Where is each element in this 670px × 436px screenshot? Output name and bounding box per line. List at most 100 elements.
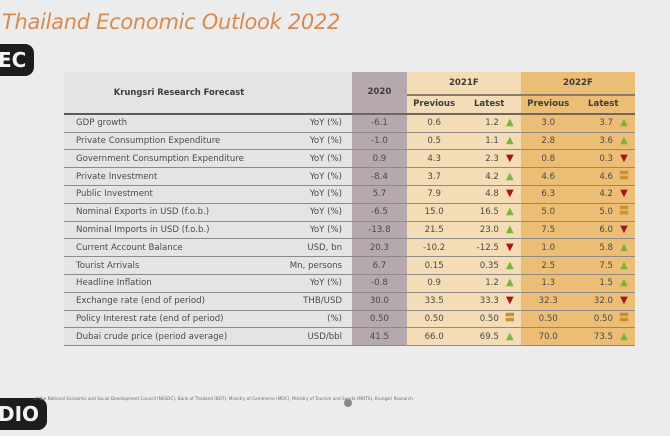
value-2021-previous: 7.9 xyxy=(406,185,462,204)
value-2021-latest: 1.1 xyxy=(485,135,499,146)
value-2021-previous: 0.5 xyxy=(406,132,462,151)
value-2022-latest-cell: 6.0 ▼ xyxy=(575,221,635,240)
value-2021-previous: 4.3 xyxy=(406,149,462,169)
value-2020: -0.8 xyxy=(352,274,407,293)
table-row: Nominal Exports in USD (f.o.b.) YoY (%) -6… xyxy=(64,203,635,222)
value-2022-latest-cell: 0.3 ▼ xyxy=(575,149,635,169)
table-row: Exchange rate (end of period) THB/USD 30.0… xyxy=(64,292,635,311)
value-2022-latest-cell: 1.5 ▲ xyxy=(575,274,635,293)
value-2022-latest-cell: 5.8 ▲ xyxy=(575,238,635,258)
value-2022-latest: 32.0 xyxy=(593,296,613,307)
row-unit: YoY (%) xyxy=(283,132,353,151)
row-label: Headline Inflation xyxy=(64,274,284,293)
header-2021-latest: Latest xyxy=(461,95,521,115)
value-2022-latest-cell: 0.50 〓 xyxy=(575,310,635,329)
header-2022f: 2022F xyxy=(520,72,635,96)
value-2021-latest-cell: 4.2 ▲ xyxy=(461,167,521,186)
value-2021-latest: 1.2 xyxy=(485,278,499,289)
value-2021-latest-cell: 69.5 ▲ xyxy=(461,327,521,347)
arrow-up-icon: ▲ xyxy=(620,241,628,253)
arrow-up-icon: ▲ xyxy=(506,223,514,235)
row-label: Tourist Arrivals xyxy=(64,256,284,275)
value-2021-latest: 16.5 xyxy=(479,207,499,218)
value-2022-latest: 4.2 xyxy=(599,189,613,200)
value-2021-latest-cell: 1.2 ▲ xyxy=(461,113,521,133)
header-2022-latest: Latest xyxy=(575,95,635,115)
row-unit: YoY (%) xyxy=(283,149,353,169)
value-2022-latest: 3.7 xyxy=(599,118,613,129)
value-2020: -13.8 xyxy=(352,221,407,240)
value-2022-previous: 5.0 xyxy=(520,203,576,222)
value-2020: 0.50 xyxy=(352,310,407,329)
value-2021-latest: 4.8 xyxy=(485,189,499,200)
value-2021-latest-cell: 23.0 ▲ xyxy=(461,221,521,240)
value-2022-latest-cell: 7.5 ▲ xyxy=(575,256,635,275)
arrow-up-icon: ▲ xyxy=(620,117,628,129)
value-2022-latest-cell: 5.0 〓 xyxy=(575,203,635,222)
value-2021-latest: 33.3 xyxy=(479,296,499,307)
value-2022-latest-cell: 3.7 ▲ xyxy=(575,113,635,133)
value-2022-latest: 3.6 xyxy=(599,135,613,146)
header-2021-previous: Previous xyxy=(406,95,462,115)
row-label: Nominal Imports in USD (f.o.b.) xyxy=(64,221,284,240)
value-2020: -6.1 xyxy=(352,113,407,133)
header-title-cell: Krungsri Research Forecast xyxy=(64,72,353,115)
value-2021-previous: 0.50 xyxy=(406,310,462,329)
value-2020: -8.4 xyxy=(352,167,407,186)
unchanged-icon: 〓 xyxy=(619,170,629,182)
arrow-up-icon: ▲ xyxy=(506,117,514,129)
table-row: Nominal Imports in USD (f.o.b.) YoY (%) -1… xyxy=(64,221,635,240)
arrow-down-icon: ▼ xyxy=(506,188,514,200)
value-2021-previous: 0.9 xyxy=(406,274,462,293)
value-2022-latest: 5.8 xyxy=(599,242,613,253)
value-2020: 5.7 xyxy=(352,185,407,204)
value-2021-previous: 3.7 xyxy=(406,167,462,186)
value-2021-previous: 0.6 xyxy=(406,113,462,133)
row-label: Exchange rate (end of period) xyxy=(64,292,284,311)
row-unit: YoY (%) xyxy=(283,203,353,222)
value-2021-previous: 66.0 xyxy=(406,327,462,347)
value-2021-latest-cell: 4.8 ▼ xyxy=(461,185,521,204)
value-2020: -1.0 xyxy=(352,132,407,151)
value-2020: 0.9 xyxy=(352,149,407,169)
arrow-down-icon: ▼ xyxy=(620,152,628,164)
row-label: Dubai crude price (period average) xyxy=(64,327,284,347)
value-2021-latest: 0.50 xyxy=(479,313,499,324)
table-row: Current Account Balance USD, bn 20.3 -10.2-… xyxy=(64,238,635,258)
header-2020: 2020 xyxy=(352,72,407,115)
value-2022-previous: 6.3 xyxy=(520,185,576,204)
table-row: GDP growth YoY (%) -6.1 0.6 1.2 ▲ 3.0 3.7 ▲ xyxy=(64,113,635,133)
value-2021-latest-cell: 0.50 〓 xyxy=(461,310,521,329)
source-note: ...of the National Economic and Social D… xyxy=(30,396,413,401)
value-2022-previous: 0.8 xyxy=(520,149,576,169)
audio-badge: DIO xyxy=(0,398,48,430)
value-2021-latest-cell: 1.1 ▲ xyxy=(461,132,521,151)
recording-badge: EC xyxy=(0,44,35,76)
value-2021-latest: 4.2 xyxy=(485,171,499,182)
value-2021-latest: -12.5 xyxy=(476,242,499,253)
row-unit: (%) xyxy=(283,310,353,329)
value-2022-latest: 0.3 xyxy=(599,153,613,164)
arrow-up-icon: ▲ xyxy=(506,330,514,342)
value-2021-latest: 23.0 xyxy=(479,224,499,235)
value-2021-latest: 69.5 xyxy=(479,331,499,342)
row-unit: YoY (%) xyxy=(283,113,353,133)
unchanged-icon: 〓 xyxy=(504,312,515,324)
row-label: GDP growth xyxy=(64,113,284,133)
table-row: Headline Inflation YoY (%) -0.8 0.9 1.2 ▲ 1.3 1… xyxy=(64,274,635,293)
value-2021-latest-cell: -12.5 ▼ xyxy=(461,238,521,258)
row-label: Nominal Exports in USD (f.o.b.) xyxy=(64,203,284,222)
value-2021-previous: -10.2 xyxy=(406,238,462,258)
value-2022-latest: 4.6 xyxy=(599,171,613,182)
forecast-table: Krungsri Research Forecast 2020 2021F 20… xyxy=(64,72,635,347)
value-2021-latest-cell: 1.2 ▲ xyxy=(461,274,521,293)
value-2022-latest: 7.5 xyxy=(599,260,613,271)
value-2022-previous: 0.50 xyxy=(520,310,576,329)
value-2020: 20.3 xyxy=(352,238,407,258)
value-2022-latest-cell: 3.6 ▲ xyxy=(575,132,635,151)
row-unit: THB/USD xyxy=(283,292,353,311)
row-label: Government Consumption Expenditure xyxy=(64,149,284,169)
value-2020: 6.7 xyxy=(352,256,407,275)
table-row: Public Investment YoY (%) 5.7 7.9 4.8 ▼ 6.3 4.2… xyxy=(64,185,635,204)
value-2022-previous: 32.3 xyxy=(520,292,576,311)
